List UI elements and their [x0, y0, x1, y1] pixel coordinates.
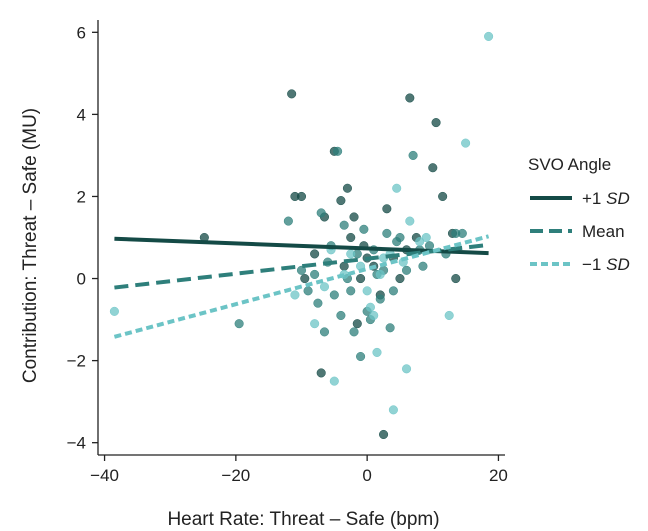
data-point	[375, 294, 385, 304]
data-point	[385, 323, 395, 333]
legend: SVO Angle +1 SD Mean −1 SD	[528, 155, 630, 274]
data-point	[319, 327, 330, 337]
data-point	[296, 191, 307, 202]
data-point	[346, 286, 356, 296]
data-point	[395, 273, 405, 284]
y-tick-label: 0	[77, 270, 86, 289]
data-point	[336, 196, 346, 206]
points-layer	[109, 31, 494, 440]
data-point	[461, 138, 471, 148]
x-tick-label: 0	[362, 466, 371, 485]
data-point	[401, 364, 412, 374]
data-point	[428, 163, 438, 173]
data-point	[349, 327, 359, 337]
y-axis-label: Contribution: Threat – Safe (MU)	[20, 108, 41, 383]
legend-label: +1 SD	[582, 189, 630, 208]
data-point	[457, 228, 467, 238]
data-point	[329, 376, 339, 386]
data-point	[349, 212, 359, 222]
data-point	[283, 216, 293, 226]
y-tick-label: 2	[77, 187, 86, 206]
legend-label-main: Mean	[582, 222, 625, 241]
y-ticks: −4 −2 0 2 4 6	[67, 23, 98, 453]
data-point	[296, 265, 307, 275]
data-point	[313, 298, 323, 308]
regression-line	[113, 234, 490, 339]
data-point	[333, 146, 343, 156]
legend-label-main: −1	[582, 255, 606, 274]
data-point	[421, 232, 431, 243]
data-point	[316, 368, 326, 378]
data-point	[346, 232, 356, 243]
data-point	[405, 216, 415, 226]
data-point	[359, 224, 369, 234]
data-point	[287, 89, 297, 99]
data-point	[388, 286, 398, 296]
data-point	[356, 273, 366, 284]
x-ticks: −40 −20 0 20	[90, 455, 508, 485]
legend-label: −1 SD	[582, 255, 630, 274]
y-tick-label: 6	[77, 23, 86, 42]
data-point	[451, 273, 461, 284]
data-point	[290, 290, 300, 300]
data-point	[362, 286, 372, 296]
data-point	[336, 310, 346, 321]
data-point	[382, 228, 392, 238]
data-point	[388, 405, 398, 415]
data-point	[395, 232, 405, 243]
data-point	[316, 208, 326, 218]
regression-line	[114, 236, 489, 256]
legend-title: SVO Angle	[528, 155, 611, 174]
data-point	[310, 249, 320, 259]
data-point	[319, 282, 330, 292]
data-point	[438, 191, 448, 202]
data-point	[379, 429, 389, 440]
data-point	[303, 286, 313, 296]
x-axis-label: Heart Rate: Threat – Safe (bpm)	[167, 509, 439, 530]
regression-lines-layer	[113, 234, 490, 339]
x-tick-label: −20	[221, 466, 250, 485]
data-point	[405, 93, 415, 103]
data-point	[310, 269, 320, 279]
data-point	[375, 269, 385, 279]
axes	[97, 20, 505, 456]
data-point	[431, 118, 441, 128]
data-point	[484, 31, 494, 41]
data-point	[418, 261, 428, 271]
data-point	[444, 310, 454, 321]
legend-label-italic: SD	[606, 189, 630, 208]
data-point	[382, 204, 392, 214]
data-point	[329, 290, 339, 300]
y-tick-label: −2	[67, 352, 86, 371]
data-point	[300, 273, 310, 284]
data-point	[310, 319, 320, 329]
data-point	[372, 347, 382, 357]
data-point	[369, 310, 379, 321]
data-point	[356, 351, 366, 362]
x-tick-label: −40	[90, 466, 119, 485]
data-point	[109, 306, 119, 316]
data-point	[234, 319, 244, 329]
data-point	[401, 265, 412, 275]
data-point	[352, 319, 362, 329]
x-tick-label: 20	[489, 466, 508, 485]
legend-label-main: +1	[582, 189, 606, 208]
data-point	[365, 302, 375, 312]
y-tick-label: 4	[77, 105, 86, 124]
legend-label-italic: SD	[606, 255, 630, 274]
data-point	[408, 150, 418, 160]
data-point	[415, 237, 425, 247]
legend-items: +1 SD Mean −1 SD	[530, 189, 630, 274]
legend-label: Mean	[582, 222, 625, 241]
data-point	[346, 249, 356, 259]
data-point	[342, 183, 353, 193]
y-tick-label: −4	[67, 434, 86, 453]
data-point	[339, 220, 349, 230]
data-point	[392, 183, 402, 193]
